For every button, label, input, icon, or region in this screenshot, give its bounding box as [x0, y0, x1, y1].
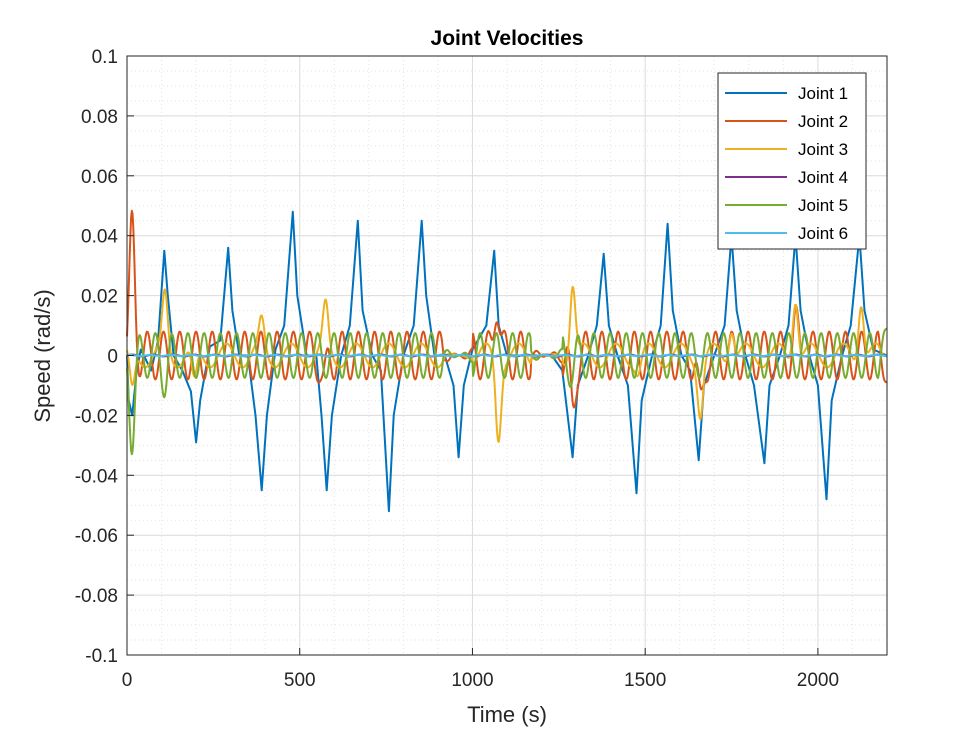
- legend-label-6: Joint 6: [798, 224, 848, 243]
- legend-label-4: Joint 4: [798, 168, 848, 187]
- y-tick-label: -0.06: [75, 526, 118, 547]
- y-tick-label: 0.08: [81, 107, 118, 128]
- series-line-6: [126, 353, 888, 358]
- y-tick-label: -0.1: [85, 646, 118, 667]
- y-tick-label: 0: [107, 347, 118, 368]
- y-tick-label: -0.08: [75, 586, 118, 607]
- ticks: 0 500 1000 1500 2000 0.1 0.08 0.06 0.04 0.02 0 -0.0…: [75, 47, 839, 691]
- series-group: [126, 209, 888, 513]
- legend-label-2: Joint 2: [798, 112, 848, 131]
- y-tick-label: -0.04: [75, 466, 119, 487]
- y-tick-label: -0.02: [75, 406, 118, 427]
- x-tick-label: 1000: [451, 670, 493, 691]
- legend-box: [717, 72, 867, 250]
- y-tick-label: 0.04: [81, 227, 118, 248]
- x-tick-label: 0: [122, 670, 133, 691]
- legend-label-3: Joint 3: [798, 140, 848, 159]
- legend-label-5: Joint 5: [798, 196, 848, 215]
- chart-title: Joint Velocities: [431, 27, 584, 50]
- series-line-1: [126, 210, 888, 513]
- legend-label-1: Joint 1: [798, 84, 848, 103]
- x-tick-label: 2000: [797, 670, 839, 691]
- y-axis-label: Speed (rad/s): [30, 289, 55, 422]
- x-tick-label: 500: [284, 670, 316, 691]
- y-tick-label: 0.02: [81, 287, 118, 308]
- legend: Joint 1 Joint 2 Joint 3 Joint 4 Joint 5 Joint…: [717, 72, 867, 250]
- y-tick-label: 0.1: [92, 47, 118, 68]
- x-tick-label: 1500: [624, 670, 666, 691]
- x-axis-label: Time (s): [467, 702, 547, 727]
- y-tick-label: 0.06: [81, 167, 118, 188]
